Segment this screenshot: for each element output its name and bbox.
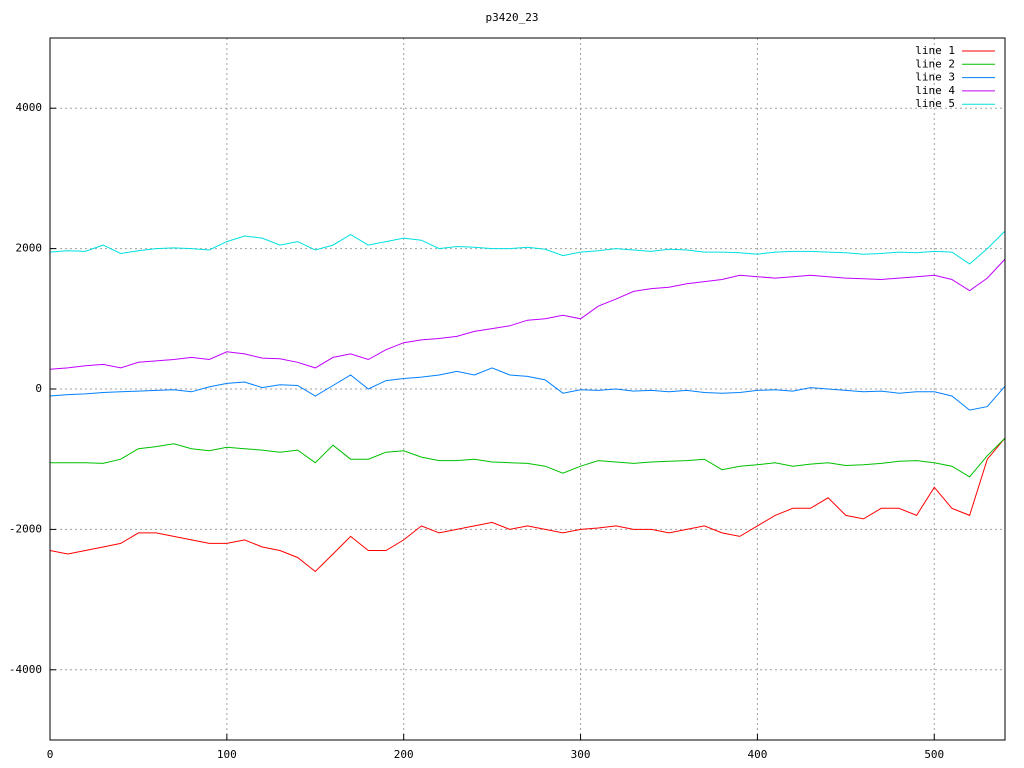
data-line xyxy=(49,367,1006,411)
legend-label: line 4 xyxy=(915,84,955,97)
x-tick-label: 500 xyxy=(924,748,944,761)
x-tick-label: 100 xyxy=(217,748,237,761)
y-tick-label: -2000 xyxy=(9,522,42,535)
y-tick-label: 4000 xyxy=(16,101,43,114)
plot-lines xyxy=(49,230,1006,573)
legend-label: line 2 xyxy=(915,57,955,70)
x-tick-label: 400 xyxy=(747,748,767,761)
legend-label: line 3 xyxy=(915,71,955,84)
chart-title: p3420_23 xyxy=(486,11,539,24)
legend-label: line 5 xyxy=(915,97,955,110)
x-tick-label: 200 xyxy=(394,748,414,761)
data-line xyxy=(49,230,1006,265)
x-tick-label: 300 xyxy=(571,748,591,761)
x-tick-label: 0 xyxy=(47,748,54,761)
legend-label: line 1 xyxy=(915,44,955,57)
grid xyxy=(49,38,1005,740)
data-line xyxy=(49,437,1006,573)
y-tick-label: -4000 xyxy=(9,663,42,676)
plot-frame xyxy=(49,37,1006,741)
y-tick-label: 0 xyxy=(35,382,42,395)
y-tick-label: 2000 xyxy=(16,242,43,255)
data-line xyxy=(49,258,1006,370)
data-line xyxy=(50,437,1006,478)
